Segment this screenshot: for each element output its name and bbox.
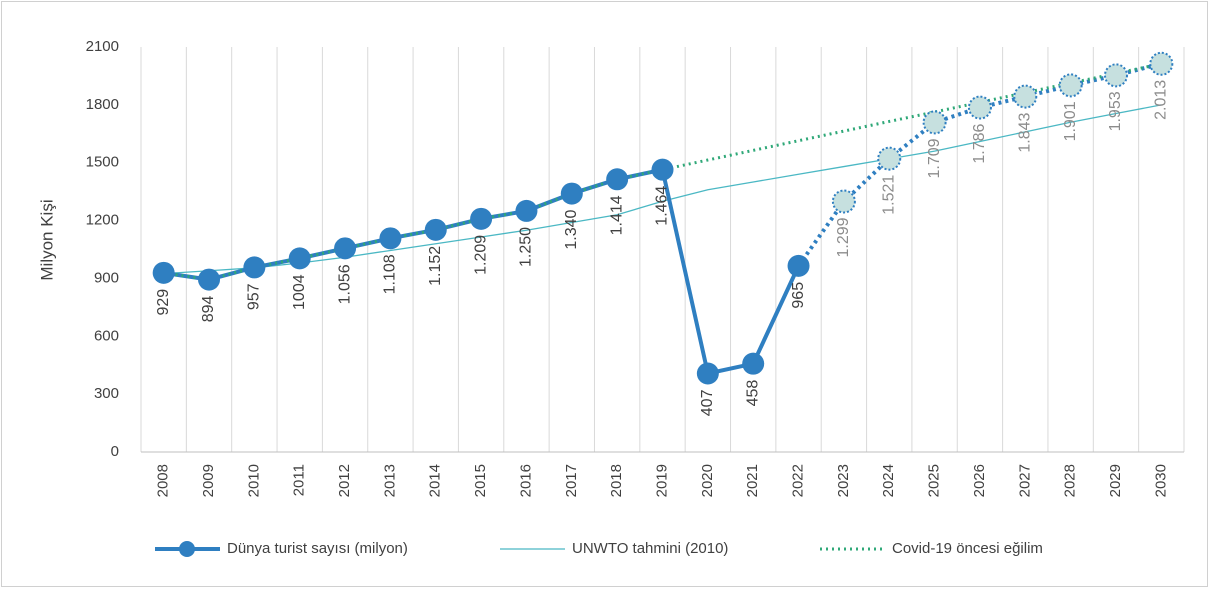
point-projected (1149, 51, 1174, 76)
value-label: 1.464 (654, 186, 671, 226)
y-tick-label: 1500 (86, 154, 119, 171)
value-label: 1.056 (336, 264, 353, 304)
point (379, 227, 402, 250)
x-tick-label: 2015 (472, 464, 489, 497)
x-tick-label: 2023 (835, 464, 852, 497)
value-label: 1.786 (971, 123, 988, 163)
x-tick-label: 2018 (608, 464, 625, 497)
point (198, 268, 221, 291)
point (470, 207, 493, 230)
x-tick-label: 2009 (200, 464, 217, 497)
value-label: 1.108 (382, 254, 399, 294)
point-projected (877, 146, 902, 171)
point (560, 182, 583, 205)
y-tick-label: 300 (94, 385, 119, 402)
value-label: 2.013 (1153, 80, 1170, 120)
x-tick-label: 2028 (1062, 464, 1079, 497)
legend-label: UNWTO tahmini (2010) (572, 540, 728, 557)
value-label: 1.521 (880, 175, 897, 215)
point-projected (922, 110, 947, 135)
point-projected (831, 189, 856, 214)
value-label: 1.340 (563, 209, 580, 249)
y-tick-label: 900 (94, 269, 119, 286)
y-axis-label: Milyon Kişi (37, 199, 56, 280)
value-label: 965 (790, 282, 807, 309)
legend-marker (179, 541, 195, 557)
x-tick-label: 2024 (880, 464, 897, 497)
point (651, 158, 674, 181)
value-label: 957 (246, 283, 263, 310)
value-label: 458 (744, 380, 761, 407)
x-tick-label: 2011 (291, 464, 308, 496)
value-label: 1.414 (608, 195, 625, 235)
value-label: 894 (200, 295, 217, 322)
value-label: 1.843 (1017, 112, 1034, 152)
legend-label: Dünya turist sayısı (milyon) (227, 540, 408, 557)
value-label: 1.901 (1062, 101, 1079, 141)
value-label: 1.152 (427, 246, 444, 286)
legend-label: Covid-19 öncesi eğilim (892, 540, 1043, 557)
x-tick-label: 2026 (971, 464, 988, 497)
point-projected (1058, 73, 1083, 98)
point-projected (967, 95, 992, 120)
point (152, 261, 175, 284)
x-tick-label: 2013 (381, 464, 398, 497)
x-tick-label: 2008 (155, 464, 172, 497)
point (515, 199, 538, 222)
x-tick-label: 2014 (427, 464, 444, 497)
point (424, 218, 447, 241)
x-tick-label: 2025 (926, 464, 943, 497)
value-label: 407 (699, 389, 716, 416)
value-label: 1.953 (1107, 91, 1124, 131)
value-label: 1.299 (835, 217, 852, 257)
point (243, 256, 266, 279)
x-tick-label: 2029 (1107, 464, 1124, 497)
value-label: 1.209 (472, 235, 489, 275)
point (288, 247, 311, 270)
point (606, 168, 629, 191)
y-tick-label: 2100 (86, 38, 119, 55)
x-tick-label: 2027 (1016, 464, 1033, 497)
x-tick-label: 2017 (563, 464, 580, 497)
point (787, 254, 810, 277)
y-tick-label: 1200 (86, 212, 119, 229)
point-projected (1013, 84, 1038, 109)
x-tick-label: 2010 (245, 464, 262, 497)
x-tick-label: 2022 (790, 464, 807, 497)
point (334, 237, 357, 260)
value-label: 1004 (291, 274, 308, 310)
x-tick-label: 2020 (699, 464, 716, 497)
x-tick-label: 2016 (517, 464, 534, 497)
x-tick-label: 2030 (1152, 464, 1169, 497)
point-projected (1103, 63, 1128, 88)
unwto-line (163, 104, 1162, 275)
point (742, 352, 765, 375)
y-tick-label: 1800 (86, 96, 119, 113)
x-tick-label: 2021 (744, 464, 761, 497)
y-tick-label: 0 (111, 443, 119, 460)
point (696, 362, 719, 385)
x-tick-label: 2012 (336, 464, 353, 497)
trend-line (163, 62, 1162, 282)
y-tick-label: 600 (94, 327, 119, 344)
value-label: 1.250 (518, 227, 535, 267)
x-tick-label: 2019 (653, 464, 670, 497)
value-label: 929 (155, 289, 172, 316)
value-label: 1.709 (926, 138, 943, 178)
